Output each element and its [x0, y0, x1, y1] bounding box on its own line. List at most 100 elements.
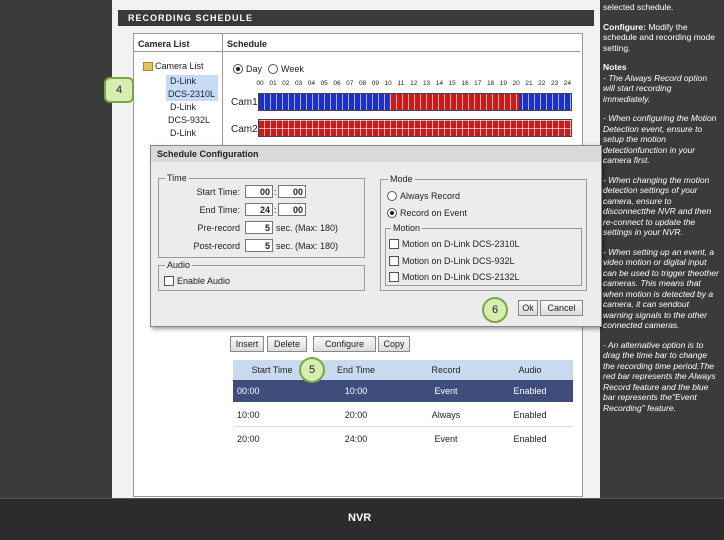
column-header: Start Time — [251, 365, 293, 375]
table-cell: 10:00 — [237, 410, 260, 420]
hour-label: 18 — [486, 80, 495, 87]
hour-label: 23 — [550, 80, 559, 87]
tree-item[interactable]: D-Link — [170, 76, 197, 86]
motion-group — [385, 228, 582, 286]
footer-label: NVR — [348, 512, 372, 524]
note: - When setting up an event, a video moti… — [603, 246, 719, 331]
column-header: End Time — [336, 365, 376, 375]
tree-selection — [166, 75, 218, 101]
dialog-titlebar — [151, 146, 601, 162]
configure-text: Modify the schedule and recording mode s… — [603, 21, 715, 53]
field-label: Post-record — [193, 241, 240, 251]
footer-bar — [0, 498, 724, 540]
motion-checkbox[interactable] — [389, 239, 399, 249]
table-cell: Enabled — [513, 410, 547, 420]
hour-label: 01 — [269, 80, 277, 87]
hour-label: 19 — [499, 80, 507, 87]
end-hour[interactable]: 24 — [245, 203, 273, 216]
callout: 4 — [104, 77, 134, 103]
tree-item[interactable]: D-Link — [170, 128, 197, 138]
delete-button[interactable]: Delete — [267, 336, 307, 352]
mode-radio[interactable] — [387, 191, 397, 201]
post-record[interactable]: 5 — [245, 239, 273, 252]
ok-button[interactable]: Ok — [518, 300, 538, 316]
callout: 6 — [482, 297, 508, 323]
camera-label: Cam2 — [231, 124, 258, 135]
radio-label: Record on Event — [400, 208, 468, 218]
field-label: Pre-record — [197, 223, 240, 233]
callout: 5 — [299, 357, 325, 383]
cancel-button[interactable]: Cancel — [540, 300, 583, 316]
column-header: Record — [431, 365, 461, 375]
folder-icon — [143, 62, 153, 71]
hour-label: 07 — [346, 80, 354, 87]
radio-label: Always Record — [400, 191, 461, 201]
view-label: Day — [246, 64, 263, 74]
tree-item[interactable]: DCS-2310L — [168, 89, 216, 99]
configure-button[interactable]: Configure — [313, 336, 376, 352]
group-legend: Mode — [388, 174, 415, 184]
hour-label: 04 — [307, 80, 315, 87]
dialog-title: Schedule Configuration — [157, 149, 259, 159]
note: - The Always Record option will start re… — [603, 72, 708, 104]
motion-checkbox[interactable] — [389, 256, 399, 266]
radio-week[interactable] — [268, 64, 278, 74]
cam2-timeline[interactable] — [258, 119, 572, 137]
pre-record[interactable]: 5 — [245, 221, 273, 234]
divider — [222, 34, 223, 146]
motion-checkbox[interactable] — [389, 272, 399, 282]
hour-label: 02 — [282, 80, 290, 87]
configure-label: Configure: — [603, 21, 646, 32]
tree-item[interactable]: DCS-932L — [168, 115, 211, 125]
divider — [134, 51, 580, 52]
radio-day[interactable] — [233, 64, 243, 74]
unit-label: sec. (Max: 180) — [276, 223, 339, 233]
separator: : — [274, 187, 277, 197]
tree-root[interactable]: Camera List — [155, 61, 204, 71]
view-label: Week — [281, 64, 304, 74]
hour-label: 17 — [474, 80, 482, 87]
start-hour[interactable]: 00 — [245, 185, 273, 198]
hour-label: 09 — [371, 80, 379, 87]
table-cell: Enabled — [513, 434, 547, 444]
hour-label: 08 — [358, 80, 367, 87]
unit-label: sec. (Max: 180) — [276, 241, 339, 251]
audio-checkbox[interactable] — [164, 276, 174, 286]
cam1-timeline[interactable] — [258, 93, 572, 111]
notes-title: Notes — [603, 62, 627, 72]
table-cell: Always — [431, 410, 461, 420]
row-divider — [233, 426, 573, 427]
hour-label: 16 — [461, 80, 469, 87]
dialog — [150, 145, 602, 327]
hour-label: 12 — [410, 80, 418, 87]
copy-button[interactable]: Copy — [378, 336, 410, 352]
selected-row[interactable] — [233, 380, 573, 402]
hour-label: 11 — [397, 80, 405, 87]
end-minute[interactable]: 00 — [278, 203, 306, 216]
hour-label: 24 — [563, 80, 571, 87]
table-cell: 00:00 — [237, 386, 260, 396]
hour-label: 05 — [320, 80, 328, 87]
insert-button[interactable]: Insert — [230, 336, 264, 352]
table-cell: Enabled — [513, 386, 547, 396]
checkbox-label: Motion on D-Link DCS-2310L — [402, 239, 520, 249]
hour-label: 10 — [384, 80, 392, 87]
sidebar-configure: Configure: Modify the schedule and recor… — [603, 22, 719, 54]
table-cell: 10:00 — [344, 386, 368, 396]
header-bar — [118, 10, 594, 26]
table-cell: 20:00 — [237, 434, 260, 444]
tree-item[interactable]: D-Link — [170, 102, 197, 112]
time-group — [158, 178, 365, 258]
table-cell: 20:00 — [344, 410, 368, 420]
table-cell: Event — [434, 386, 458, 396]
hour-label: 15 — [448, 80, 456, 87]
table-cell: Event — [434, 434, 458, 444]
group-legend: Motion — [391, 223, 423, 233]
start-minute[interactable]: 00 — [278, 185, 306, 198]
column-header: Audio — [518, 365, 542, 375]
mode-radio[interactable] — [387, 208, 397, 218]
table-cell: 24:00 — [344, 434, 368, 444]
mode-group — [380, 179, 587, 291]
field-label: Start Time: — [196, 187, 240, 197]
hour-label: 20 — [512, 80, 520, 87]
